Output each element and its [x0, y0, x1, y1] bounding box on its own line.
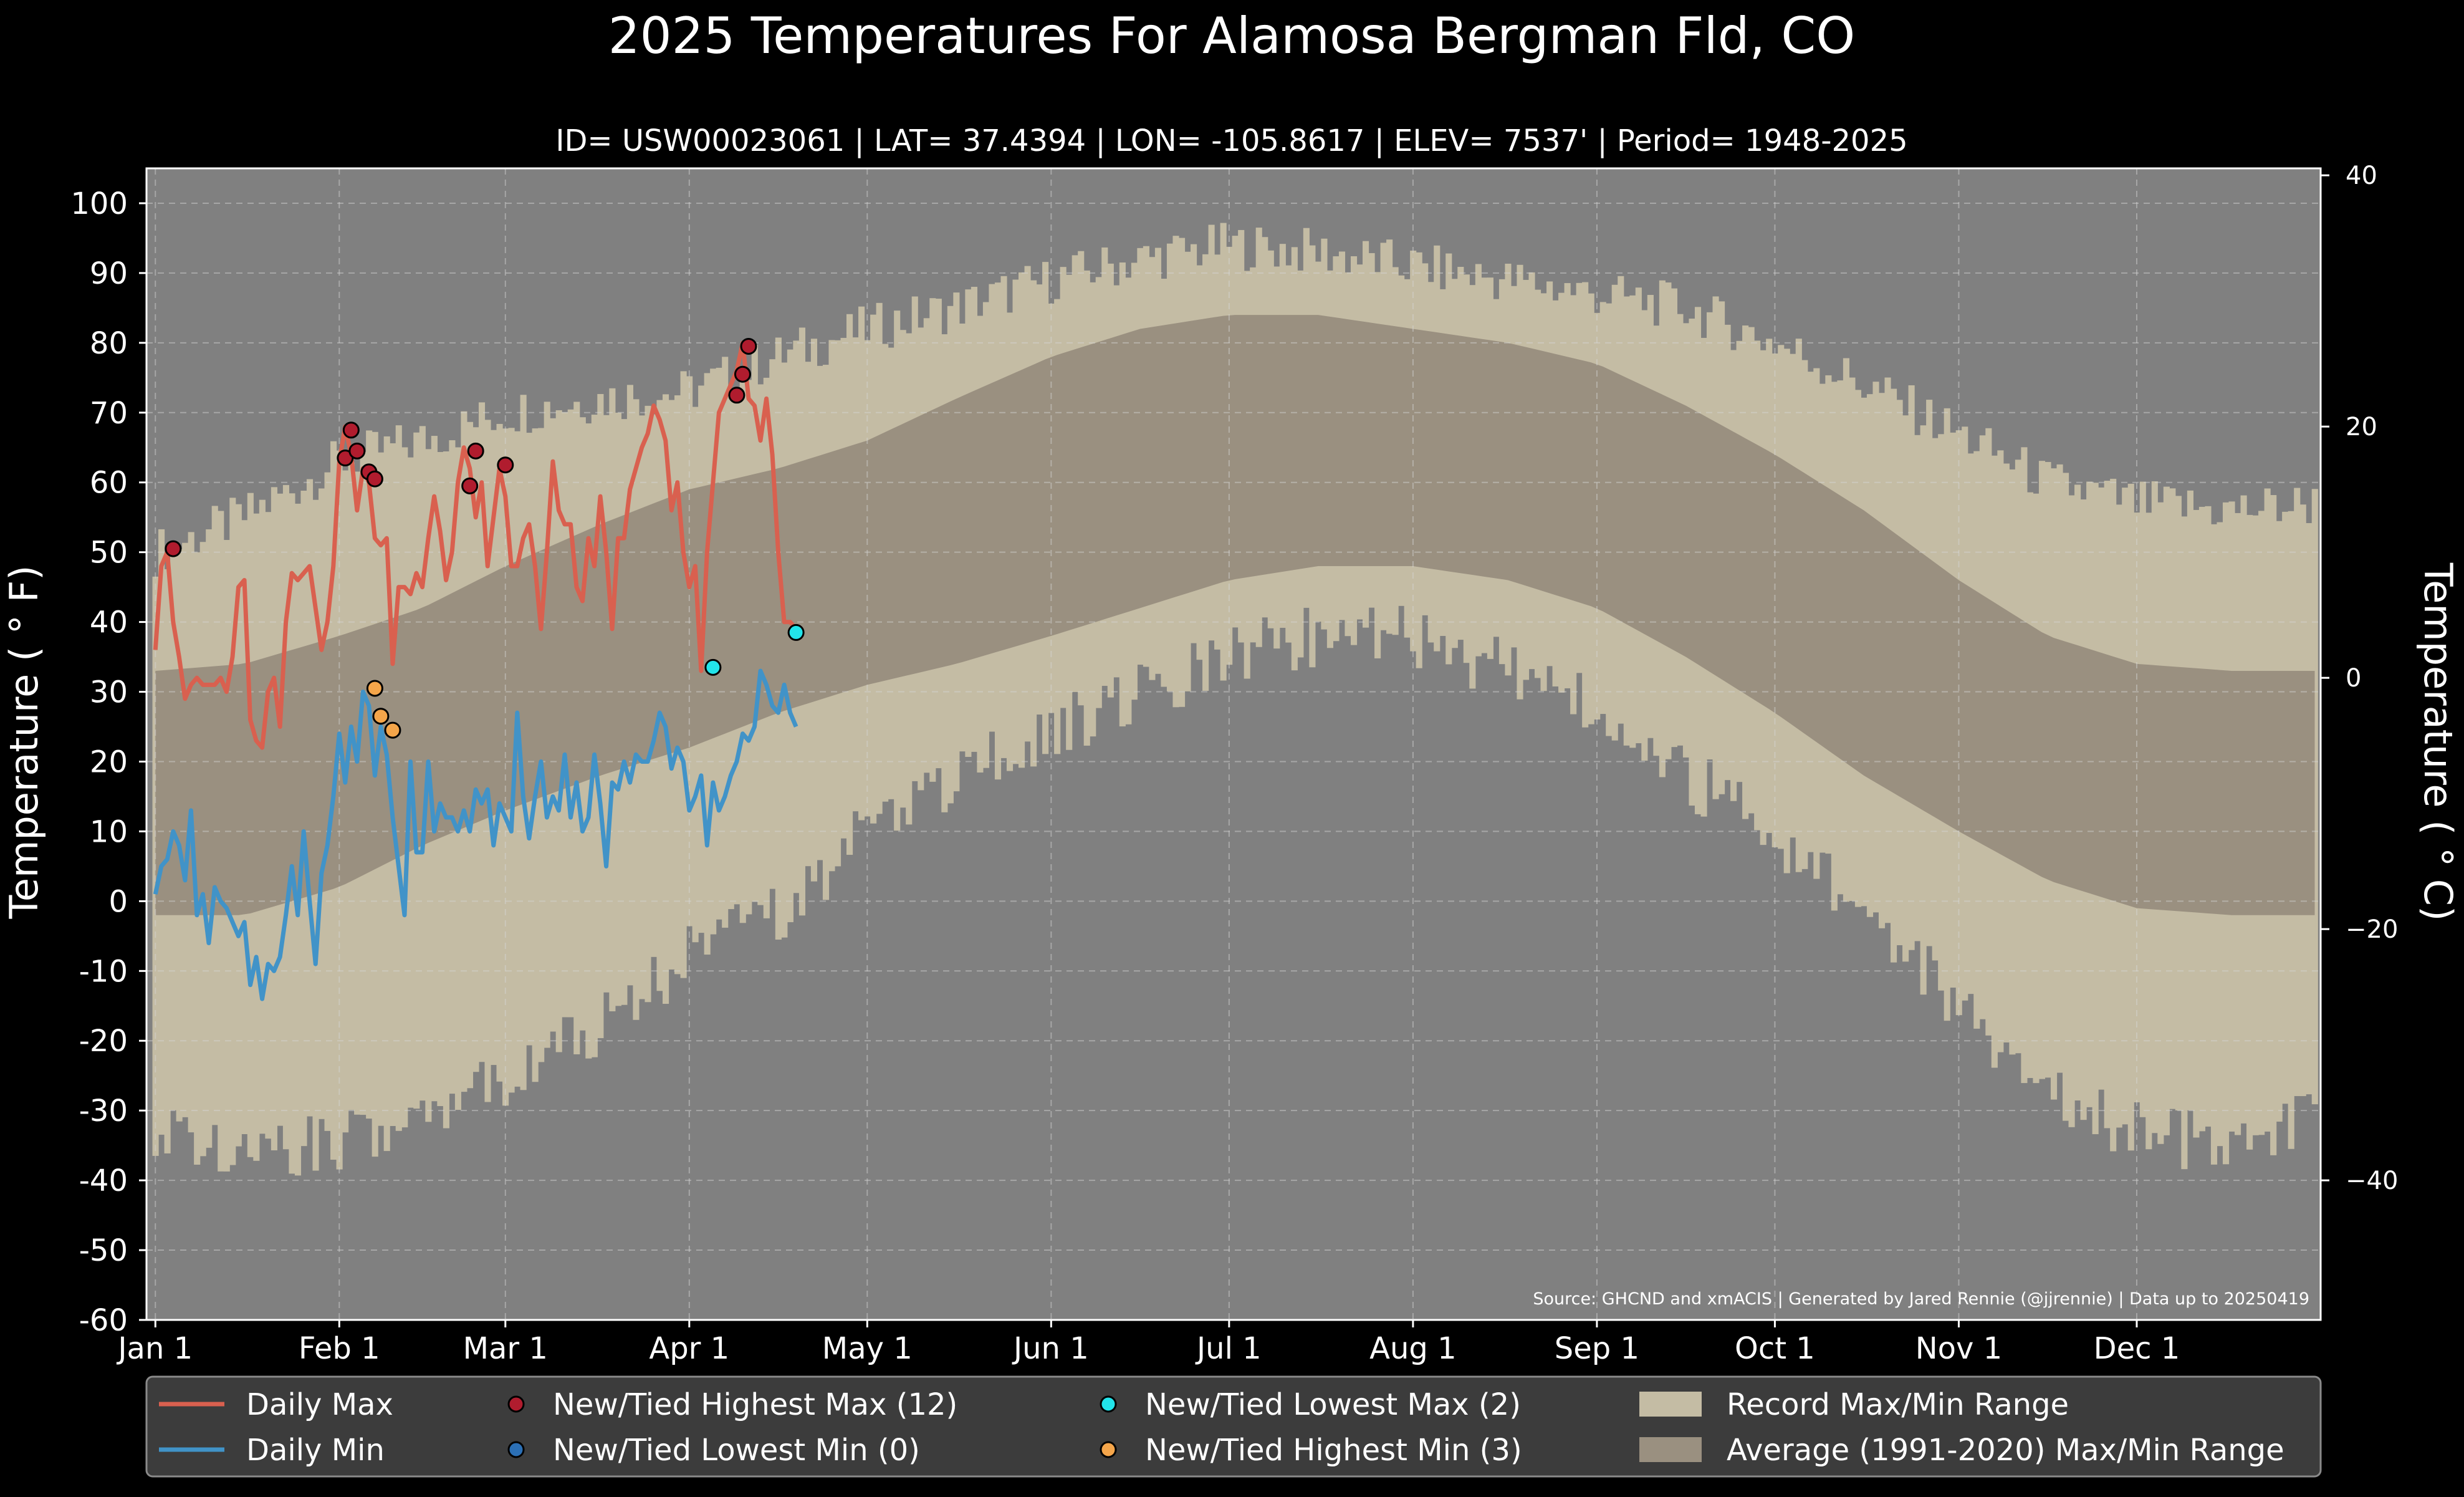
y2-tick-label: −40	[2346, 1167, 2398, 1195]
record-range-bar	[2311, 489, 2318, 1105]
legend-label: New/Tied Highest Max (12)	[553, 1387, 957, 1422]
record-marker-new-tied-highest-min	[384, 721, 401, 739]
record-marker-new-tied-highest-max	[734, 365, 751, 383]
record-marker-new-tied-lowest-max	[704, 658, 722, 676]
y-tick-label: 10	[90, 814, 128, 849]
legend-label: Daily Max	[246, 1387, 393, 1422]
y2-axis-ticks: 40 20 0 −20 −40	[2321, 161, 2398, 1195]
y2-axis-label: Temperature ( ° C)	[2415, 562, 2461, 922]
legend-patch-swatch	[1639, 1392, 1702, 1417]
record-marker-new-tied-highest-max	[342, 421, 360, 439]
y-tick-label: -40	[79, 1163, 128, 1198]
y-tick-label: -10	[79, 954, 128, 989]
y2-tick-label: −20	[2346, 915, 2398, 944]
x-tick-label: Jan 1	[116, 1331, 193, 1366]
record-marker-new-tied-highest-max	[728, 387, 745, 404]
x-tick-label: Oct 1	[1735, 1331, 1815, 1366]
y-tick-label: -50	[79, 1233, 128, 1268]
record-marker-new-tied-highest-max	[366, 470, 383, 488]
y-tick-label: 30	[90, 675, 128, 710]
x-tick-label: May 1	[822, 1331, 913, 1366]
x-axis-ticks: Jan 1 Feb 1 Mar 1 Apr 1 May 1 Jun 1 Jul 1 Aug 1…	[116, 1320, 2180, 1366]
record-marker-new-tied-highest-min	[372, 708, 390, 725]
record-marker-new-tied-lowest-max	[787, 623, 805, 641]
legend-label: New/Tied Highest Min (3)	[1145, 1433, 1522, 1468]
y-tick-label: 70	[90, 396, 128, 431]
record-marker-new-tied-highest-max	[467, 442, 484, 460]
record-marker-new-tied-highest-max	[740, 337, 757, 355]
source-note: Source: GHCND and xmACIS | Generated by …	[1533, 1289, 2309, 1309]
y-tick-label: 60	[90, 466, 128, 501]
record-marker-new-tied-highest-max	[348, 442, 366, 460]
record-marker-new-tied-highest-min	[366, 680, 383, 697]
y-tick-label: -20	[79, 1024, 128, 1059]
legend-marker-swatch	[507, 1395, 525, 1413]
y-tick-label: 20	[90, 744, 128, 779]
record-marker-new-tied-highest-max	[461, 477, 479, 494]
y2-tick-label: 40	[2346, 161, 2377, 190]
legend-marker-swatch	[1100, 1395, 1117, 1413]
chart-title: 2025 Temperatures For Alamosa Bergman Fl…	[608, 7, 1855, 65]
plot-frame	[145, 167, 2322, 1321]
y-tick-label: -60	[79, 1303, 128, 1338]
y-axis-label: Temperature ( ° F)	[1, 566, 47, 920]
average-range-band	[155, 315, 2315, 915]
record-marker-new-tied-highest-max	[497, 456, 514, 474]
y2-tick-label: 20	[2346, 413, 2377, 441]
legend-patch-swatch	[1639, 1437, 1702, 1462]
y-tick-label: 80	[90, 326, 128, 361]
chart-subtitle: ID= USW00023061 | LAT= 37.4394 | LON= -1…	[555, 123, 1907, 158]
legend-marker-swatch	[1100, 1441, 1117, 1458]
daily-max-line	[153, 340, 798, 750]
x-tick-label: Nov 1	[1915, 1331, 2002, 1366]
legend-marker-swatch	[507, 1441, 525, 1458]
plot-area: -60 -50 -40 -30 -20 -10 0 10 20 30 40 50 60 70 80 90 100…	[70, 161, 2398, 1366]
x-tick-label: Dec 1	[2094, 1331, 2180, 1366]
legend: Daily Max New/Tied Highest Max (12) New/Ti…	[145, 1375, 2322, 1478]
x-tick-label: Sep 1	[1555, 1331, 1639, 1366]
y-tick-label: 90	[90, 256, 128, 291]
y-tick-label: 40	[90, 605, 128, 640]
y-tick-label: 0	[108, 884, 128, 919]
record-marker-new-tied-highest-max	[165, 540, 182, 557]
x-tick-label: Jun 1	[1012, 1331, 1089, 1366]
y-axis-ticks: -60 -50 -40 -30 -20 -10 0 10 20 30 40 50 60 70 80 90 100	[70, 186, 146, 1338]
x-tick-label: Apr 1	[649, 1331, 729, 1366]
legend-box	[145, 1375, 2322, 1478]
legend-label: Average (1991-2020) Max/Min Range	[1727, 1433, 2284, 1468]
y-tick-label: 100	[70, 186, 128, 221]
x-tick-label: Mar 1	[463, 1331, 548, 1366]
legend-label: New/Tied Lowest Max (2)	[1145, 1387, 1521, 1422]
y-tick-label: -30	[79, 1094, 128, 1129]
legend-label: New/Tied Lowest Min (0)	[553, 1433, 920, 1468]
y2-tick-label: 0	[2346, 664, 2361, 693]
daily-min-line	[153, 668, 798, 1001]
x-tick-label: Jul 1	[1195, 1331, 1262, 1366]
x-tick-label: Feb 1	[299, 1331, 380, 1366]
y-tick-label: 50	[90, 536, 128, 570]
legend-label: Daily Min	[246, 1433, 385, 1468]
x-tick-label: Aug 1	[1369, 1331, 1457, 1366]
legend-label: Record Max/Min Range	[1727, 1387, 2069, 1422]
